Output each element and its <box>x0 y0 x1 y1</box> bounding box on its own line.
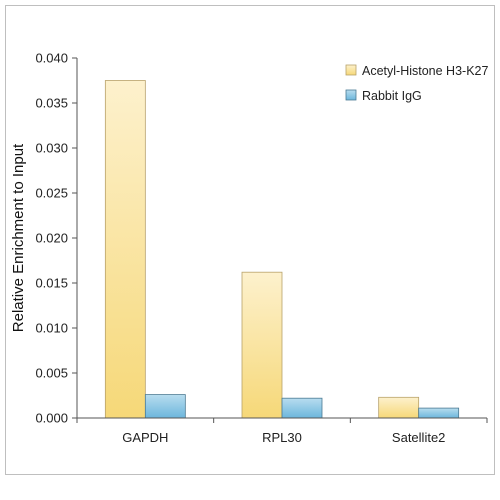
x-category-label: Satellite2 <box>392 430 445 445</box>
legend-entry: Rabbit IgG <box>362 89 422 103</box>
y-tick-label: 0.025 <box>35 186 68 201</box>
bar-gapdh-series-1 <box>104 80 146 419</box>
y-axis-ticks: 0.000 0.005 0.010 0.015 0.020 0.025 0.030 0.035… <box>35 51 77 426</box>
y-tick-label: 0.020 <box>35 231 68 246</box>
bar-rpl30-series-1 <box>241 271 283 419</box>
axes <box>76 58 488 423</box>
y-tick-label: 0.005 <box>35 366 68 381</box>
chart-frame <box>5 5 495 475</box>
bar-rpl30-series-2 <box>281 397 323 419</box>
x-category-label: RPL30 <box>262 430 302 445</box>
bars-group <box>104 80 460 419</box>
y-tick-label: 0.030 <box>35 141 68 156</box>
legend-entry: Acetyl-Histone H3-K27 <box>362 64 488 78</box>
y-tick-label: 0.040 <box>35 51 68 66</box>
bar-satellite2-series-2 <box>418 407 460 419</box>
legend: Acetyl-Histone H3-K27 Rabbit IgG <box>345 64 488 103</box>
y-tick-label: 0.015 <box>35 276 68 291</box>
bar-gapdh-series-2 <box>144 394 186 419</box>
y-tick-label: 0.010 <box>35 321 68 336</box>
legend-swatch <box>345 89 357 101</box>
y-axis-title: Relative Enrichment to Input <box>10 143 27 332</box>
x-axis-labels: GAPDH RPL30 Satellite2 <box>122 430 445 445</box>
bar-satellite2-series-1 <box>378 396 420 419</box>
y-tick-label: 0.000 <box>35 411 68 426</box>
x-category-label: GAPDH <box>122 430 168 445</box>
y-tick-label: 0.035 <box>35 96 68 111</box>
legend-swatch <box>345 64 357 76</box>
